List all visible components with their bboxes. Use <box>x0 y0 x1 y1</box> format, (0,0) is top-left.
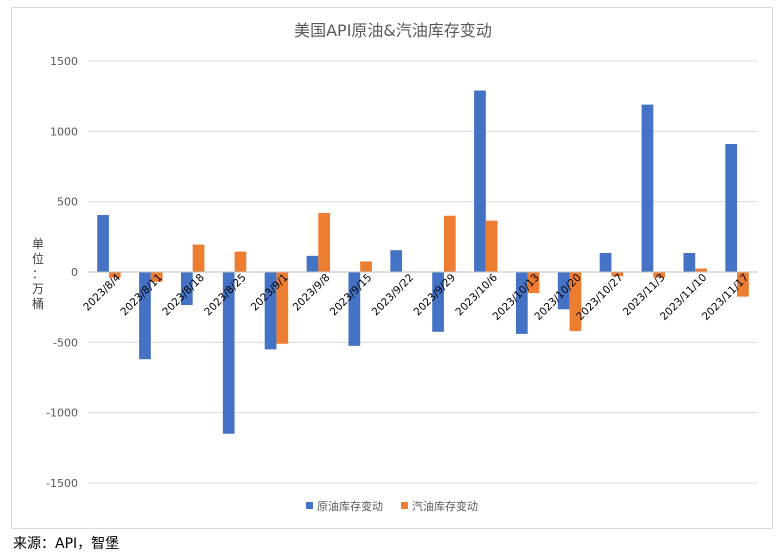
y-tick-label: 0 <box>71 266 78 279</box>
y-axis-label-char: 桶 <box>32 296 44 311</box>
gasoline-bar-2023/8/18 <box>192 244 205 272</box>
crude-bar-2023/9/22 <box>390 250 403 272</box>
crude-bar-2023/9/1 <box>264 272 277 350</box>
crude-bar-2023/11/10 <box>683 253 696 272</box>
chart-title: 美国API原油&汽油库存变动 <box>294 21 492 40</box>
x-tick-label: 2023/9/22 <box>370 272 417 319</box>
y-tick-label: 1500 <box>50 55 78 68</box>
gasoline-bar-2023/11/10 <box>695 268 707 272</box>
gasoline-bar-2023/9/8 <box>318 212 331 272</box>
gasoline-bar-2023/10/6 <box>485 220 498 272</box>
crude-bar-2023/9/8 <box>306 255 319 272</box>
gasoline-bar-2023/11/3 <box>653 272 666 278</box>
y-axis-label-char: 单 <box>32 237 44 251</box>
crude-bar-2023/10/13 <box>515 272 528 334</box>
y-axis-label: 单位：万桶 <box>32 237 44 311</box>
bar-chart: 美国API原油&汽油库存变动 1500 1000 500 0 -500 -1000 -150… <box>32 21 758 513</box>
crude-bar-2023/11/3 <box>641 104 654 273</box>
y-axis-label-char: 位 <box>32 251 44 266</box>
gasoline-bar-2023/8/11 <box>150 272 163 282</box>
crude-bar-2023/9/15 <box>348 272 361 346</box>
gasoline-bar-2023/8/25 <box>234 251 247 272</box>
gasoline-bar-2023/11/17 <box>737 272 749 297</box>
gasoline-bar-2023/9/1 <box>276 272 289 344</box>
y-tick-label: 500 <box>57 196 78 209</box>
crude-bar-2023/8/11 <box>139 272 151 360</box>
legend-label: 原油库存变动 <box>317 499 383 513</box>
y-tick-label: -500 <box>53 336 78 349</box>
y-tick-label: -1500 <box>46 477 78 490</box>
crude-bar-2023/10/6 <box>474 90 486 272</box>
crude-bar-2023/8/18 <box>180 272 193 306</box>
y-axis-ticks: 1500 1000 500 0 -500 -1000 -1500 <box>46 55 78 490</box>
crude-bar-2023/10/20 <box>557 272 570 310</box>
y-axis-label-char: 万 <box>32 282 44 296</box>
y-axis-label-char: ： <box>32 267 44 281</box>
gridlines <box>88 60 758 484</box>
legend: 原油库存变动 汽油库存变动 <box>306 499 478 513</box>
legend-swatch <box>401 502 408 509</box>
gasoline-bar-2023/10/27 <box>611 272 624 277</box>
gasoline-bar-2023/9/15 <box>360 261 372 272</box>
crude-bar-2023/8/4 <box>97 215 109 272</box>
gasoline-bar-2023/9/29 <box>443 215 456 272</box>
legend-swatch <box>306 502 313 509</box>
crude-bar-2023/11/17 <box>725 143 738 272</box>
chart-frame: 美国API原油&汽油库存变动 1500 1000 500 0 -500 -1000 -150… <box>11 7 773 529</box>
crude-bar-2023/8/25 <box>222 272 235 434</box>
bars <box>97 90 749 434</box>
x-tick-label: 2023/9/8 <box>291 272 333 314</box>
crude-bar-2023/10/27 <box>599 253 612 272</box>
gasoline-bar-2023/8/4 <box>108 272 121 278</box>
source-note: 来源：API，智堡 <box>13 536 120 552</box>
legend-label: 汽油库存变动 <box>412 499 478 513</box>
gasoline-bar-2023/10/20 <box>569 272 582 332</box>
gasoline-bar-2023/10/13 <box>527 272 540 294</box>
crude-bar-2023/9/29 <box>432 272 444 332</box>
x-tick-label: 2023/8/4 <box>81 271 123 313</box>
y-tick-label: 1000 <box>50 125 78 138</box>
y-tick-label: -1000 <box>46 407 78 420</box>
